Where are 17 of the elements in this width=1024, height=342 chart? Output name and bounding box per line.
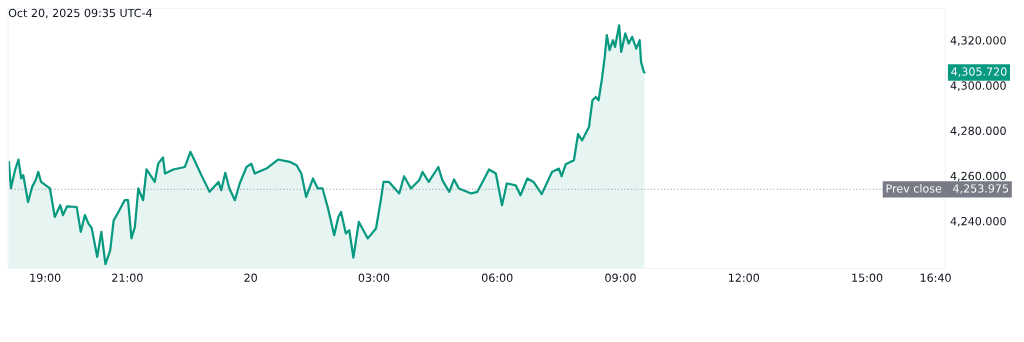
y-tick-label: 4,300.000: [950, 81, 1006, 91]
x-tick-label: 21:00: [112, 273, 143, 282]
x-tick-label: 20: [244, 273, 257, 282]
y-tick-label: 4,320.000: [950, 36, 1006, 46]
text: 4,305.720: [951, 67, 1007, 77]
annotation: Oct 20, 2025 09:35 UTC-4: [8, 8, 152, 19]
ref-line-label: Prev close 4,253.975: [886, 184, 1009, 194]
x-tick-label: 19:00: [30, 273, 61, 282]
x-tick-label: 15:00: [852, 273, 883, 282]
x-tick-label: 16:40: [920, 273, 951, 282]
x-tick-label: 06:00: [481, 273, 513, 282]
x-tick-label: 09:00: [605, 273, 636, 282]
y-tick-label: 4,260.000: [950, 171, 1006, 182]
x-tick-label: 03:00: [358, 273, 390, 282]
x-tick-label: 12:00: [729, 273, 760, 282]
y-tick-label: 4,280.000: [950, 126, 1006, 137]
y-tick-label: 4,240.000: [950, 216, 1006, 227]
